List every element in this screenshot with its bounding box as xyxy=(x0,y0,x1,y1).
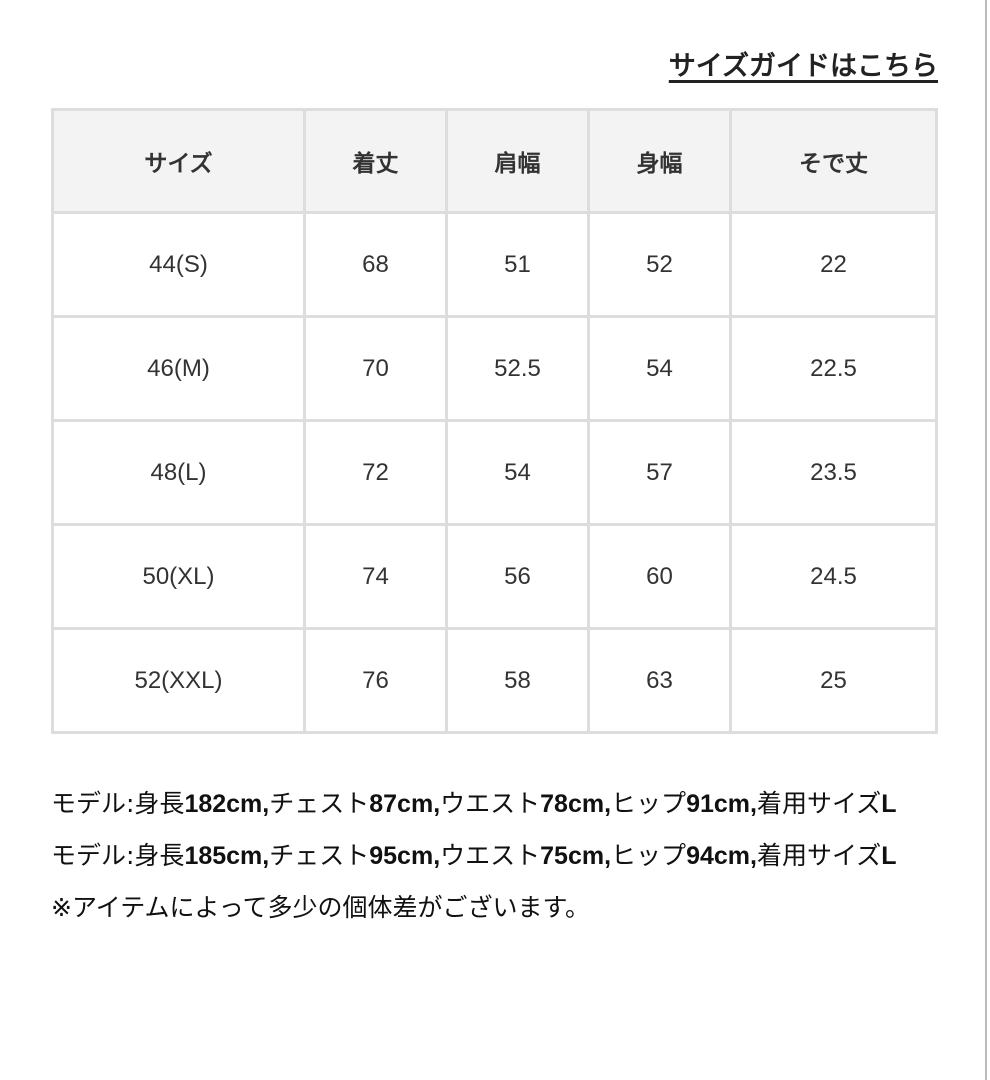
size-guide-link[interactable]: サイズガイドはこちら xyxy=(668,51,938,82)
table-row: 44(S) 68 51 52 22 xyxy=(51,211,938,318)
table-cell: 50(XL) xyxy=(51,523,306,630)
table-cell: 44(S) xyxy=(51,211,306,318)
table-cell: 58 xyxy=(445,627,590,734)
table-cell: 54 xyxy=(445,419,590,526)
table-header-row: サイズ 着丈 肩幅 身幅 そで丈 xyxy=(51,108,938,214)
table-cell: 57 xyxy=(587,419,732,526)
table-cell: 52.5 xyxy=(445,315,590,422)
table-cell: 63 xyxy=(587,627,732,734)
model-notes: モデル:身長182cm,チェスト87cm,ウエスト78cm,ヒップ91cm,着用… xyxy=(51,778,931,934)
column-header: 肩幅 xyxy=(445,108,590,214)
model-note-1: モデル:身長182cm,チェスト87cm,ウエスト78cm,ヒップ91cm,着用… xyxy=(51,789,897,818)
model-note-2: モデル:身長185cm,チェスト95cm,ウエスト75cm,ヒップ94cm,着用… xyxy=(51,841,897,870)
table-cell: 22.5 xyxy=(729,315,938,422)
table-cell: 52 xyxy=(587,211,732,318)
table-cell: 70 xyxy=(303,315,448,422)
column-header: サイズ xyxy=(51,108,306,214)
table-cell: 72 xyxy=(303,419,448,526)
table-cell: 46(M) xyxy=(51,315,306,422)
table-cell: 25 xyxy=(729,627,938,734)
table-cell: 51 xyxy=(445,211,590,318)
disclaimer: ※アイテムによって多少の個体差がございます。 xyxy=(51,893,590,922)
table-cell: 52(XXL) xyxy=(51,627,306,734)
table-cell: 68 xyxy=(303,211,448,318)
table-row: 52(XXL) 76 58 63 25 xyxy=(51,627,938,734)
table-cell: 23.5 xyxy=(729,419,938,526)
table-cell: 60 xyxy=(587,523,732,630)
table-row: 48(L) 72 54 57 23.5 xyxy=(51,419,938,526)
table-cell: 56 xyxy=(445,523,590,630)
column-header: そで丈 xyxy=(729,108,938,214)
scrollbar-edge xyxy=(985,0,987,1080)
size-table: サイズ 着丈 肩幅 身幅 そで丈 44(S) 68 51 52 22 46(M) 70 52.5 54 2… xyxy=(51,108,938,734)
column-header: 着丈 xyxy=(303,108,448,214)
table-cell: 76 xyxy=(303,627,448,734)
table-cell: 22 xyxy=(729,211,938,318)
column-header: 身幅 xyxy=(587,108,732,214)
table-cell: 74 xyxy=(303,523,448,630)
table-cell: 48(L) xyxy=(51,419,306,526)
table-row: 46(M) 70 52.5 54 22.5 xyxy=(51,315,938,422)
table-cell: 54 xyxy=(587,315,732,422)
table-row: 50(XL) 74 56 60 24.5 xyxy=(51,523,938,630)
table-cell: 24.5 xyxy=(729,523,938,630)
